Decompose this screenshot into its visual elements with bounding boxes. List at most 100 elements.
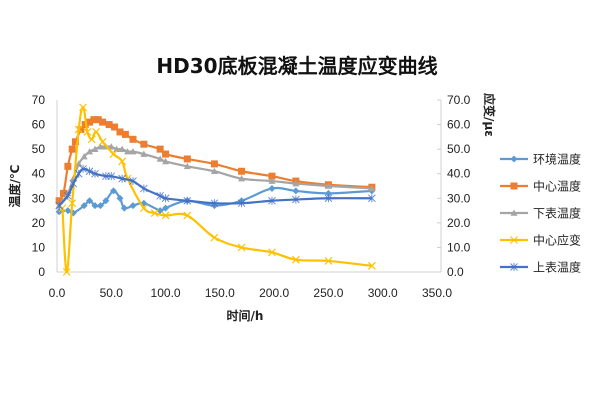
- y2-tick-label: 70.0: [447, 93, 471, 107]
- legend-item: 下表温度: [500, 206, 581, 221]
- data-point: [140, 140, 148, 148]
- data-point: [183, 162, 191, 170]
- data-point: [150, 209, 159, 217]
- data-point: [324, 257, 333, 265]
- x-tick-label: 50.0: [100, 286, 124, 300]
- data-point: [86, 197, 94, 205]
- data-point: [77, 125, 85, 133]
- series-4: [55, 164, 376, 210]
- data-point: [105, 121, 113, 129]
- data-point: [367, 261, 376, 270]
- data-point: [90, 116, 98, 124]
- data-point: [80, 153, 88, 160]
- y2-tick-label: 40.0: [447, 167, 471, 181]
- series-3: [58, 103, 376, 276]
- y2-tick-label: 50.0: [447, 142, 471, 156]
- data-point: [116, 194, 124, 202]
- data-point: [91, 169, 99, 178]
- data-point: [83, 128, 92, 136]
- data-point: [62, 268, 71, 276]
- x-tick-label: 300.0: [368, 286, 398, 300]
- y-tick-label: 50: [32, 142, 46, 156]
- y2-tick-label: 10.0: [447, 240, 471, 254]
- data-point: [98, 137, 107, 146]
- legend-marker: [510, 155, 518, 163]
- y-tick-label: 10: [32, 240, 46, 254]
- data-point: [162, 150, 170, 158]
- data-point: [268, 184, 276, 192]
- data-point: [107, 143, 115, 150]
- data-point: [102, 172, 110, 181]
- data-point: [96, 202, 104, 210]
- data-point: [80, 202, 88, 210]
- data-point: [113, 145, 121, 152]
- data-point: [68, 145, 76, 153]
- y2-tick-label: 30.0: [447, 191, 471, 205]
- data-point: [118, 174, 126, 183]
- data-point: [99, 118, 107, 126]
- data-point: [292, 180, 300, 187]
- data-point: [368, 184, 376, 192]
- data-point: [268, 172, 276, 180]
- y-tick-label: 60: [32, 118, 46, 132]
- data-point: [139, 204, 148, 213]
- data-point: [268, 177, 276, 184]
- data-point: [87, 135, 96, 144]
- data-point: [156, 191, 164, 200]
- x-tick-label: 350.0: [422, 286, 452, 300]
- x-tick-label: 100.0: [151, 286, 181, 300]
- legend-label: 下表温度: [533, 206, 581, 221]
- data-point: [162, 157, 170, 165]
- series-line: [58, 118, 372, 202]
- data-point: [140, 184, 148, 193]
- data-point: [120, 204, 128, 212]
- legend-label: 中心应变: [533, 233, 581, 248]
- y-tick-label: 30: [32, 191, 46, 205]
- legend-marker: [510, 182, 518, 190]
- data-point: [68, 199, 77, 208]
- data-point: [368, 194, 376, 203]
- data-point: [91, 202, 99, 210]
- data-point: [129, 177, 137, 186]
- data-point: [109, 150, 118, 158]
- data-point: [55, 197, 63, 205]
- data-point: [74, 125, 83, 134]
- x-tick-label: 200.0: [259, 286, 289, 300]
- data-point: [183, 211, 192, 220]
- x-tick-label: 0.0: [49, 286, 66, 300]
- series-layer: [55, 103, 376, 276]
- legend-marker: [510, 236, 518, 244]
- y2-tick-label: 0.0: [447, 265, 464, 279]
- data-point: [210, 199, 219, 208]
- legend-marker: [510, 209, 518, 216]
- series-line: [61, 106, 372, 274]
- data-point: [116, 128, 124, 136]
- data-point: [156, 155, 164, 162]
- x-tick-label: 250.0: [313, 286, 343, 300]
- data-point: [210, 160, 218, 168]
- data-point: [92, 128, 101, 136]
- data-point: [210, 167, 218, 175]
- y2-tick-label: 60.0: [447, 118, 471, 132]
- legend-item: 中心应变: [500, 233, 581, 248]
- y2-axis-label: 应变/με: [482, 93, 497, 137]
- data-point: [129, 135, 137, 143]
- data-point: [124, 148, 132, 155]
- legend-item: 上表温度: [500, 260, 581, 275]
- data-point: [96, 143, 104, 150]
- data-point: [237, 243, 246, 252]
- series-0: [55, 184, 376, 217]
- y-axis-label: 温度/℃: [7, 165, 22, 208]
- data-point: [109, 187, 117, 195]
- data-point: [156, 145, 164, 153]
- data-point: [161, 194, 170, 203]
- data-point: [324, 189, 332, 197]
- legend-marker: [510, 263, 518, 271]
- data-point: [183, 196, 192, 205]
- chart-title: HD30底板混凝土温度应变曲线: [156, 54, 437, 78]
- data-point: [129, 148, 137, 155]
- data-point: [79, 164, 87, 173]
- x-axis-label: 时间/h: [227, 308, 264, 323]
- data-point: [85, 167, 94, 176]
